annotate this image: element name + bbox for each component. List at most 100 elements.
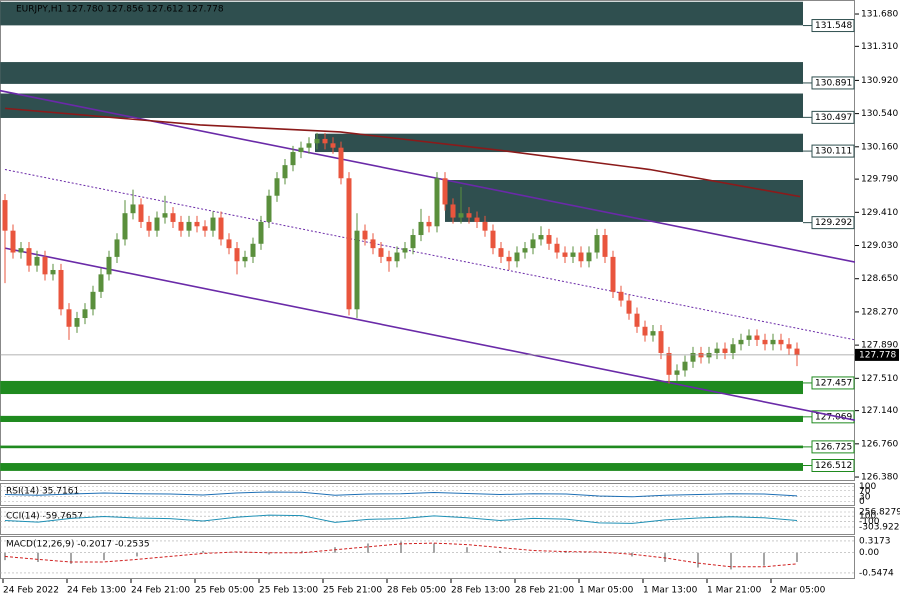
candle-body xyxy=(298,147,304,153)
candle-body xyxy=(42,256,48,275)
candle-body xyxy=(202,226,208,231)
candle-body xyxy=(514,252,520,262)
y-tick-label: 126.380 xyxy=(861,473,898,483)
candle-body xyxy=(306,143,312,148)
cci-line xyxy=(4,514,798,524)
zone xyxy=(0,463,803,471)
candle-body xyxy=(346,178,352,310)
candle-body xyxy=(482,221,488,231)
candle-body xyxy=(442,178,448,205)
candle-body xyxy=(418,221,424,236)
candle-body xyxy=(410,235,416,249)
y-tick-label: 129.410 xyxy=(861,208,898,218)
candle-body xyxy=(610,256,616,292)
candle-body xyxy=(626,300,632,314)
candle-body xyxy=(314,138,320,144)
x-tick-label: 25 Feb 13:00 xyxy=(259,586,318,596)
candle-body xyxy=(130,204,136,214)
x-tick-label: 24 Feb 21:00 xyxy=(131,586,190,596)
candle-body xyxy=(386,256,392,262)
candle-body xyxy=(2,200,8,231)
x-tick-label: 1 Mar 21:00 xyxy=(707,586,762,596)
candle-body xyxy=(666,352,672,375)
candle-body xyxy=(82,309,88,319)
candle-body xyxy=(754,335,760,340)
y-tick-label: 131.680 xyxy=(861,10,898,20)
candle-body xyxy=(178,221,184,231)
zone xyxy=(0,1,803,26)
candle-body xyxy=(226,239,232,249)
candle-body xyxy=(338,147,344,179)
candle-body xyxy=(506,256,512,262)
candle-body xyxy=(682,361,688,371)
candle-body xyxy=(658,331,664,353)
level-box xyxy=(811,216,855,230)
level-box xyxy=(811,19,855,33)
y-tick-label: 0 xyxy=(859,497,865,507)
x-tick-label: 1 Mar 05:00 xyxy=(579,586,634,596)
candle-body xyxy=(58,269,64,310)
zone xyxy=(0,415,803,422)
candle-body xyxy=(66,309,72,327)
candle-body xyxy=(290,152,296,166)
cci-label: CCI(14) -59.7657 xyxy=(6,512,83,522)
candle-body xyxy=(18,248,24,253)
y-tick-label: 127.140 xyxy=(861,406,898,416)
rsi-pane xyxy=(0,483,855,506)
candle-body xyxy=(98,274,104,292)
candle-body xyxy=(586,252,592,262)
candle-body xyxy=(330,143,336,148)
candle-body xyxy=(786,344,792,349)
y-tick-label: 129.030 xyxy=(861,241,898,251)
macd-signal xyxy=(4,542,798,568)
x-tick-label: 24 Feb 13:00 xyxy=(67,586,126,596)
candle-body xyxy=(106,256,112,275)
trend-line xyxy=(4,169,855,341)
candle-body xyxy=(354,230,360,310)
macd-label: MACD(12,26,9) -0.2017 -0.2535 xyxy=(6,540,150,550)
candle-body xyxy=(690,352,696,362)
candle-body xyxy=(634,313,640,327)
candle-body xyxy=(426,221,432,227)
candle-body xyxy=(746,335,752,340)
rsi-line xyxy=(4,491,798,498)
x-tick-label: 2 Mar 05:00 xyxy=(771,586,826,596)
candle-body xyxy=(434,178,440,227)
candle-body xyxy=(154,217,160,231)
level-box xyxy=(811,458,855,472)
candle-body xyxy=(602,235,608,257)
candle-body xyxy=(530,239,536,249)
trend-line xyxy=(0,89,855,263)
level-label: 130.497 xyxy=(815,113,852,123)
candle-body xyxy=(26,248,32,266)
x-tick-label: 25 Feb 05:00 xyxy=(195,586,254,596)
candle-body xyxy=(218,217,224,240)
zone xyxy=(0,380,803,395)
y-tick-label: 126.760 xyxy=(861,439,898,449)
candle-body xyxy=(138,204,144,222)
candle-body xyxy=(282,165,288,179)
y-tick-label: 130.920 xyxy=(861,76,898,86)
candle-body xyxy=(474,217,480,222)
candle-body xyxy=(714,348,720,353)
candle-body xyxy=(378,248,384,257)
y-tick-label: 130.540 xyxy=(861,109,898,119)
x-tick-label: 28 Feb 21:00 xyxy=(515,586,574,596)
candle-body xyxy=(362,230,368,240)
candle-body xyxy=(162,213,168,218)
candle-body xyxy=(642,326,648,336)
candle-body xyxy=(466,213,472,218)
candle-body xyxy=(250,243,256,257)
candle-body xyxy=(266,195,272,222)
level-box xyxy=(811,376,855,390)
candle-body xyxy=(618,291,624,301)
y-tick-label: 100 xyxy=(859,482,876,492)
candle-body xyxy=(522,248,528,253)
trend-line xyxy=(4,247,855,422)
y-tick-label: 256.8279 xyxy=(859,507,900,517)
level-label: 127.457 xyxy=(815,378,852,388)
y-tick-label: 128.650 xyxy=(861,274,898,284)
level-box xyxy=(811,440,855,454)
x-tick-label: 25 Feb 21:00 xyxy=(323,586,382,596)
candle-body xyxy=(370,239,376,249)
